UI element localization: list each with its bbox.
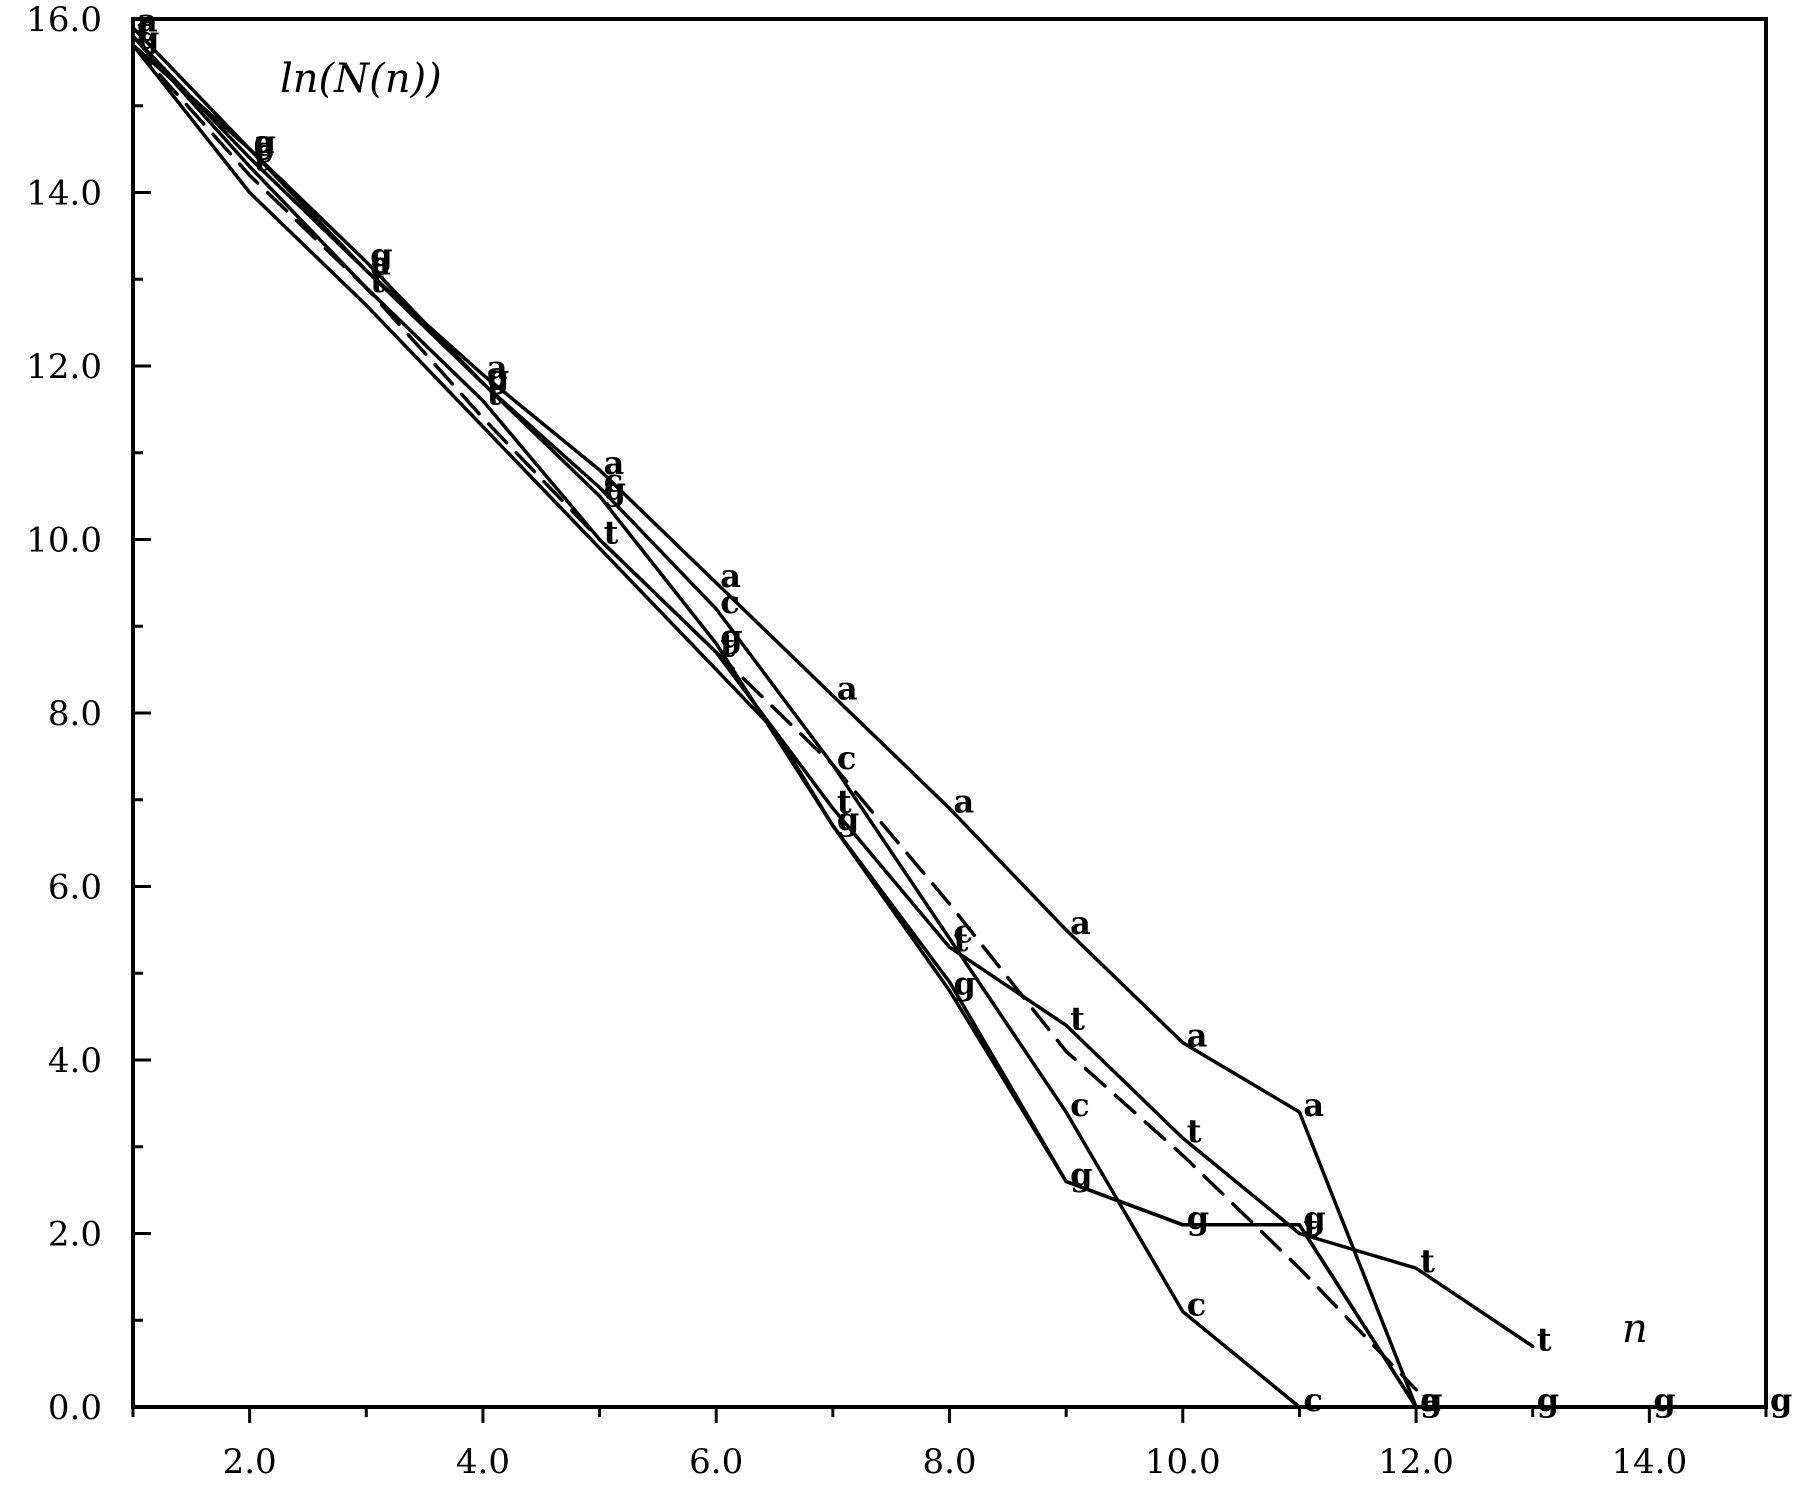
data-point-t: t [1187,1112,1202,1150]
y-tick-label: 12.0 [26,347,102,387]
data-point-g: g [1770,1381,1792,1419]
data-point-a: a [604,444,625,482]
data-point-t: t [604,514,619,552]
data-point-g: g [1303,1199,1325,1237]
data-point-t: t [254,140,269,178]
data-point-c: c [720,583,739,621]
data-point-g: g [954,965,976,1003]
data-point-c: c [1303,1381,1322,1419]
data-point-g: g [254,123,276,161]
data-point-g: g [1070,1155,1092,1193]
plot-frame [131,17,1768,1409]
y-tick-label: 10.0 [26,521,102,561]
data-point-t: t [1537,1320,1552,1358]
series-line-a [131,25,1418,1409]
data-point-t: t [954,921,969,959]
data-point-c: c [254,132,273,170]
data-point-g: g [370,236,392,274]
data-point-t: t [1420,1242,1435,1280]
data-point-g: g [487,357,509,395]
data-point-g: g [720,618,742,656]
y-tick-label: 4.0 [48,1041,102,1081]
series-markers: aaaaaaaaaaaaccccccccccctttttttttttttgggg… [137,2,1792,1419]
data-point-t: t [1070,999,1085,1037]
data-point-c: c [954,913,973,951]
y-axis-label: ln(N(n)) [280,56,442,102]
data-point-g: g [1187,1199,1209,1237]
x-tick-label: 8.0 [922,1442,976,1482]
data-point-a: a [487,349,508,387]
data-point-g: g [137,19,159,57]
data-point-a: a [370,245,391,283]
data-point-g: g [837,800,859,838]
data-point-c: c [137,10,156,48]
data-point-t: t [1303,1208,1318,1246]
y-tick-label: 6.0 [48,868,102,908]
x-axis-label: n [1622,1306,1648,1352]
data-point-g: g [1653,1381,1675,1419]
data-point-t: t [137,10,152,48]
data-point-a: a [1070,904,1091,942]
data-point-a: a [837,670,858,708]
series-lines [131,25,1768,1409]
data-point-c: c [604,461,623,499]
data-point-t: t [370,262,385,300]
series-line-dashed [131,43,1418,1392]
data-point-c: c [1070,1086,1089,1124]
y-tick-label: 16.0 [26,0,102,40]
data-point-t: t [720,626,735,664]
data-point-a: a [720,557,741,595]
y-tick-label: 2.0 [48,1215,102,1255]
x-tick-label: 14.0 [1612,1442,1688,1482]
y-axis-ticks: 0.0 2.0 4.0 6.0 8.0 10.0 12.0 14.0 16.0 [26,0,151,1428]
series-line-g [131,43,1768,1409]
x-tick-label: 2.0 [223,1442,277,1482]
data-point-a: a [1303,1086,1324,1124]
data-point-t: t [487,375,502,413]
y-tick-label: 8.0 [48,694,102,734]
data-point-t: t [837,782,852,820]
x-tick-label: 6.0 [689,1442,743,1482]
data-point-g: g [1420,1381,1442,1419]
data-point-c: c [370,245,389,283]
data-point-a: a [254,123,275,161]
y-tick-label: 0.0 [48,1388,102,1428]
series-line-unlabeled [131,43,1418,1409]
data-point-g: g [1537,1381,1559,1419]
series-line-t [131,34,1535,1349]
data-point-a: a [137,2,158,40]
data-point-g: g [604,470,626,508]
x-tick-label: 10.0 [1145,1442,1221,1482]
data-point-a: a [1420,1381,1441,1419]
x-tick-label: 4.0 [456,1442,510,1482]
x-axis-ticks: 2.0 4.0 6.0 8.0 10.0 12.0 14.0 [131,1407,1768,1482]
data-point-c: c [1187,1286,1206,1324]
y-tick-label: 14.0 [26,174,102,214]
series-line-c [131,34,1302,1409]
data-point-a: a [1187,1017,1208,1055]
data-point-a: a [954,782,975,820]
x-tick-label: 12.0 [1378,1442,1454,1482]
data-point-c: c [487,357,506,395]
data-point-c: c [837,739,856,777]
